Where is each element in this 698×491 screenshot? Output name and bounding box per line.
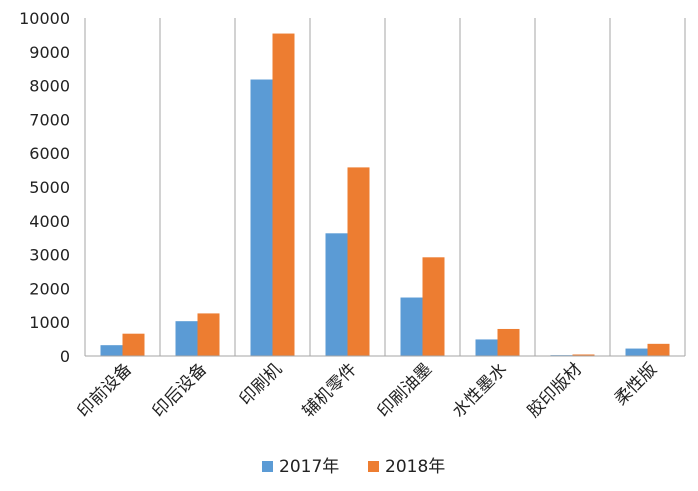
bar-series-1 (625, 348, 648, 356)
y-tick-label: 7000 (29, 110, 70, 129)
legend: 2017年 2018年 (262, 457, 445, 477)
y-tick-label: 6000 (29, 144, 70, 163)
bar-series-2 (497, 328, 520, 356)
legend-label: 2017年 (279, 457, 339, 477)
x-tick-label: 胶印版材 (524, 359, 586, 421)
bar-series-1 (400, 297, 423, 356)
x-tick-label: 柔性版 (611, 359, 661, 409)
y-tick-label: 2000 (29, 279, 70, 298)
x-tick-label: 印刷油墨 (374, 359, 436, 421)
bar-series-2 (122, 333, 145, 356)
bar-series-2 (647, 343, 670, 356)
x-tick-label: 印前设备 (74, 359, 136, 421)
bar-series-2 (572, 354, 595, 356)
legend-swatch (262, 461, 273, 472)
legend-swatch (368, 461, 379, 472)
x-tick-label: 辅机零件 (299, 359, 361, 421)
y-tick-label: 0 (60, 347, 70, 366)
bar-series-2 (422, 257, 445, 356)
bar-series-2 (197, 313, 220, 356)
bars-layer (100, 33, 670, 357)
bar-series-1 (175, 321, 198, 356)
legend-label: 2018年 (385, 457, 445, 477)
y-tick-label: 4000 (29, 212, 70, 231)
y-tick-label: 1000 (29, 313, 70, 332)
bar-series-1 (475, 339, 498, 356)
y-tick-label: 3000 (29, 246, 70, 265)
x-tick-label: 印刷机 (236, 359, 286, 409)
bar-series-2 (272, 33, 295, 356)
y-tick-label: 5000 (29, 178, 70, 197)
bar-series-1 (325, 233, 348, 356)
x-tick-label: 水性墨水 (449, 359, 511, 421)
bar-series-2 (347, 167, 370, 356)
bar-series-1 (250, 79, 273, 357)
y-tick-label: 9000 (29, 43, 70, 62)
y-tick-label: 8000 (29, 77, 70, 96)
grid-layer (84, 18, 686, 356)
y-tick-label: 10000 (19, 9, 70, 28)
x-tick-label: 印后设备 (149, 359, 211, 421)
bar-series-1 (100, 345, 123, 356)
